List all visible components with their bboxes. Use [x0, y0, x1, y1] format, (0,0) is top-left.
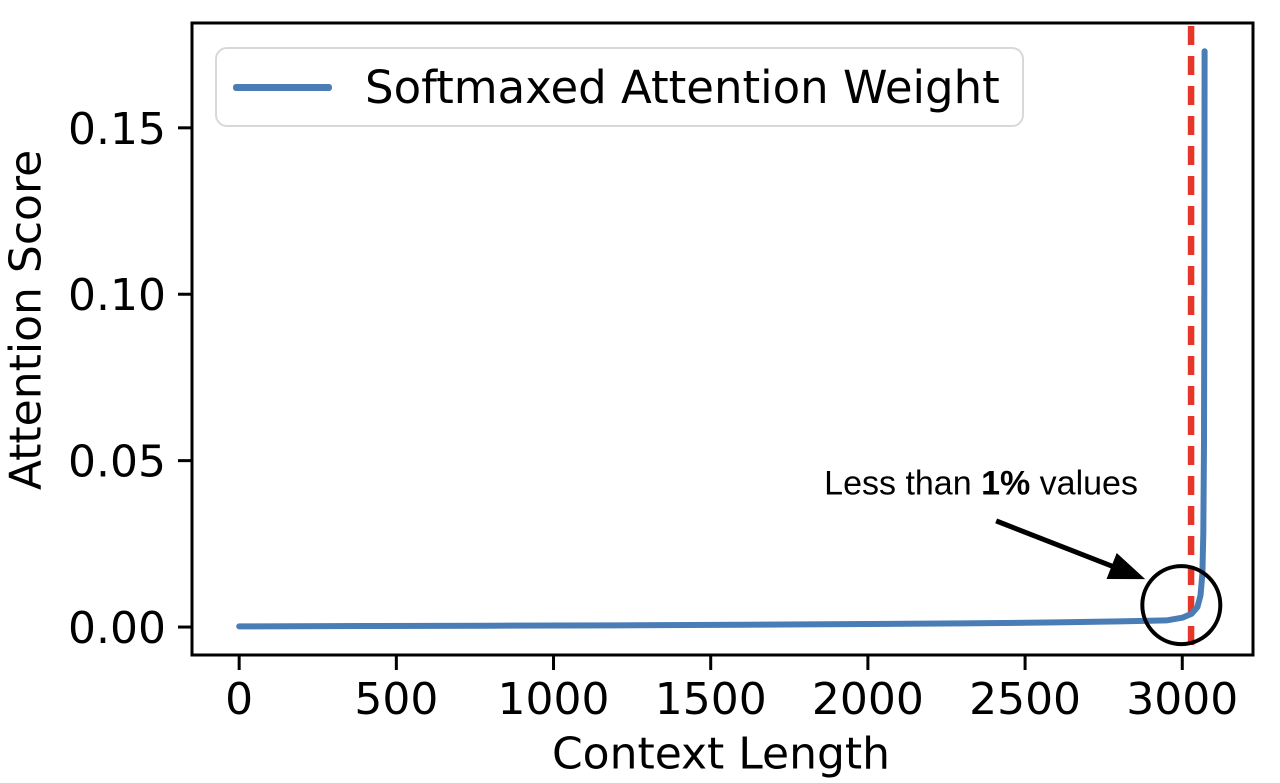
y-tick-label: 0.15: [68, 104, 166, 155]
x-tick-label: 1500: [655, 674, 767, 725]
legend: Softmaxed Attention Weight: [215, 47, 1024, 127]
annotation-arrow-shaft: [995, 518, 1128, 575]
annotation-suffix: values: [1030, 464, 1138, 503]
y-tick-label: 0.10: [68, 270, 166, 321]
annotation-text: Less than 1% values: [824, 464, 1138, 503]
annotation-circle: [1140, 564, 1223, 647]
plot-border: [190, 21, 1255, 657]
annotation-prefix: Less than: [824, 464, 982, 503]
annotation-arrow-head: [1106, 552, 1146, 580]
x-tick-label: 0: [225, 674, 253, 725]
annotation-bold: 1%: [981, 464, 1031, 503]
y-axis-label: Attention Score: [0, 149, 52, 491]
x-tick-label: 500: [354, 674, 438, 725]
x-axis-label: Context Length: [551, 728, 891, 780]
x-tick-label: 2500: [969, 674, 1081, 725]
y-tick-label: 0.05: [68, 437, 166, 488]
legend-line-sample: [233, 83, 332, 91]
y-axis-ticks: 0.00 0.05 0.10 0.15: [68, 104, 191, 654]
legend-label: Softmaxed Attention Weight: [365, 60, 1000, 114]
x-axis-ticks: 0 500 1000 1500 2000 2500 3000: [225, 656, 1238, 725]
y-tick-label: 0.00: [68, 603, 166, 654]
series-line: [236, 48, 1208, 630]
x-tick-label: 2000: [812, 674, 924, 725]
x-tick-label: 1000: [498, 674, 610, 725]
x-tick-label: 3000: [1126, 674, 1238, 725]
